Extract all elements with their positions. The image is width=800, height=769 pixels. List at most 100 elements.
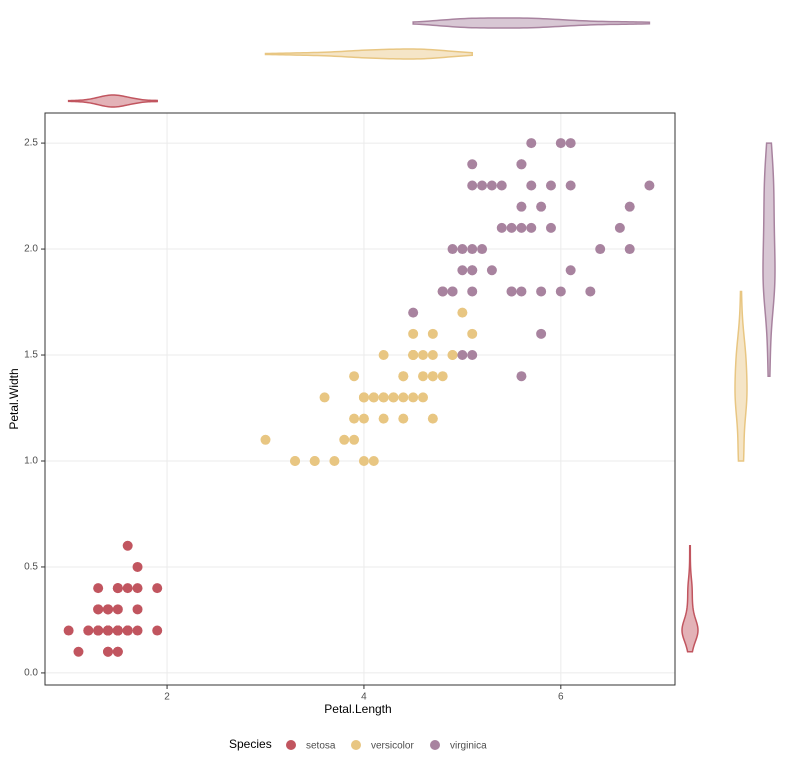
- point: [624, 201, 635, 212]
- point: [418, 392, 428, 403]
- point: [349, 434, 360, 445]
- point: [457, 265, 468, 276]
- point: [368, 392, 379, 403]
- point: [418, 371, 428, 382]
- point: [624, 244, 635, 255]
- point: [103, 625, 113, 636]
- violin: [734, 290, 748, 462]
- point: [329, 455, 340, 466]
- point: [467, 180, 478, 191]
- point: [457, 350, 468, 361]
- point: [467, 159, 478, 170]
- point: [477, 244, 488, 255]
- point: [112, 604, 123, 615]
- point: [437, 371, 448, 382]
- point: [526, 222, 537, 233]
- point: [368, 455, 379, 466]
- point: [595, 244, 606, 255]
- point: [516, 222, 527, 233]
- point: [457, 244, 468, 255]
- violin: [762, 142, 776, 377]
- point: [112, 646, 123, 657]
- point: [427, 350, 438, 361]
- point: [63, 625, 74, 636]
- point: [457, 307, 468, 318]
- point: [565, 180, 576, 191]
- point: [290, 455, 301, 466]
- point: [103, 604, 113, 615]
- y-tick-label: 2.5: [24, 138, 38, 149]
- point: [122, 583, 133, 594]
- y-tick-label: 1.5: [24, 350, 38, 361]
- point: [496, 180, 507, 191]
- point: [93, 625, 104, 636]
- point: [555, 286, 566, 297]
- point: [447, 286, 458, 297]
- violin: [681, 545, 699, 653]
- point: [309, 455, 320, 466]
- point: [349, 371, 360, 382]
- point: [132, 604, 143, 615]
- point: [112, 625, 123, 636]
- legend-marker: [286, 740, 296, 750]
- point: [467, 350, 478, 361]
- point: [93, 604, 104, 615]
- point: [339, 434, 350, 445]
- point: [427, 328, 438, 339]
- point: [358, 455, 369, 466]
- point: [545, 222, 556, 233]
- point: [565, 265, 576, 276]
- point: [93, 583, 104, 594]
- point: [486, 265, 497, 276]
- point: [506, 222, 517, 233]
- point: [516, 201, 527, 212]
- point: [358, 413, 369, 424]
- legend-marker: [430, 740, 440, 750]
- y-tick-label: 0.0: [24, 668, 38, 679]
- point: [152, 583, 163, 594]
- point: [477, 180, 488, 191]
- point: [122, 625, 133, 636]
- y-tick-label: 2.0: [24, 244, 38, 255]
- point: [418, 350, 428, 361]
- point: [408, 392, 419, 403]
- y-tick-label: 1.0: [24, 456, 38, 467]
- point: [427, 413, 438, 424]
- point: [152, 625, 163, 636]
- legend-label: virginica: [450, 741, 487, 752]
- point: [496, 222, 507, 233]
- point: [132, 625, 143, 636]
- y-tick-label: 0.5: [24, 562, 38, 573]
- point: [388, 392, 399, 403]
- point: [467, 286, 478, 297]
- point: [555, 138, 566, 149]
- y-axis-title: Petal.Width: [7, 368, 21, 429]
- point: [536, 286, 547, 297]
- violin: [412, 17, 651, 29]
- legend-marker: [351, 740, 361, 750]
- violin: [67, 94, 158, 108]
- point: [398, 392, 409, 403]
- point: [378, 413, 389, 424]
- point: [526, 180, 537, 191]
- point: [427, 371, 438, 382]
- x-axis-title: Petal.Length: [324, 702, 391, 716]
- point: [398, 413, 409, 424]
- point: [112, 583, 123, 594]
- point: [132, 583, 143, 594]
- point: [408, 350, 419, 361]
- plot-panel: [44, 112, 676, 686]
- point: [378, 350, 389, 361]
- point: [467, 265, 478, 276]
- point: [132, 561, 143, 572]
- point: [486, 180, 497, 191]
- x-tick-label: 2: [164, 692, 170, 703]
- point: [349, 413, 360, 424]
- point: [516, 286, 527, 297]
- point: [536, 328, 547, 339]
- point: [408, 328, 419, 339]
- point: [516, 371, 527, 382]
- point: [467, 328, 478, 339]
- point: [565, 138, 576, 149]
